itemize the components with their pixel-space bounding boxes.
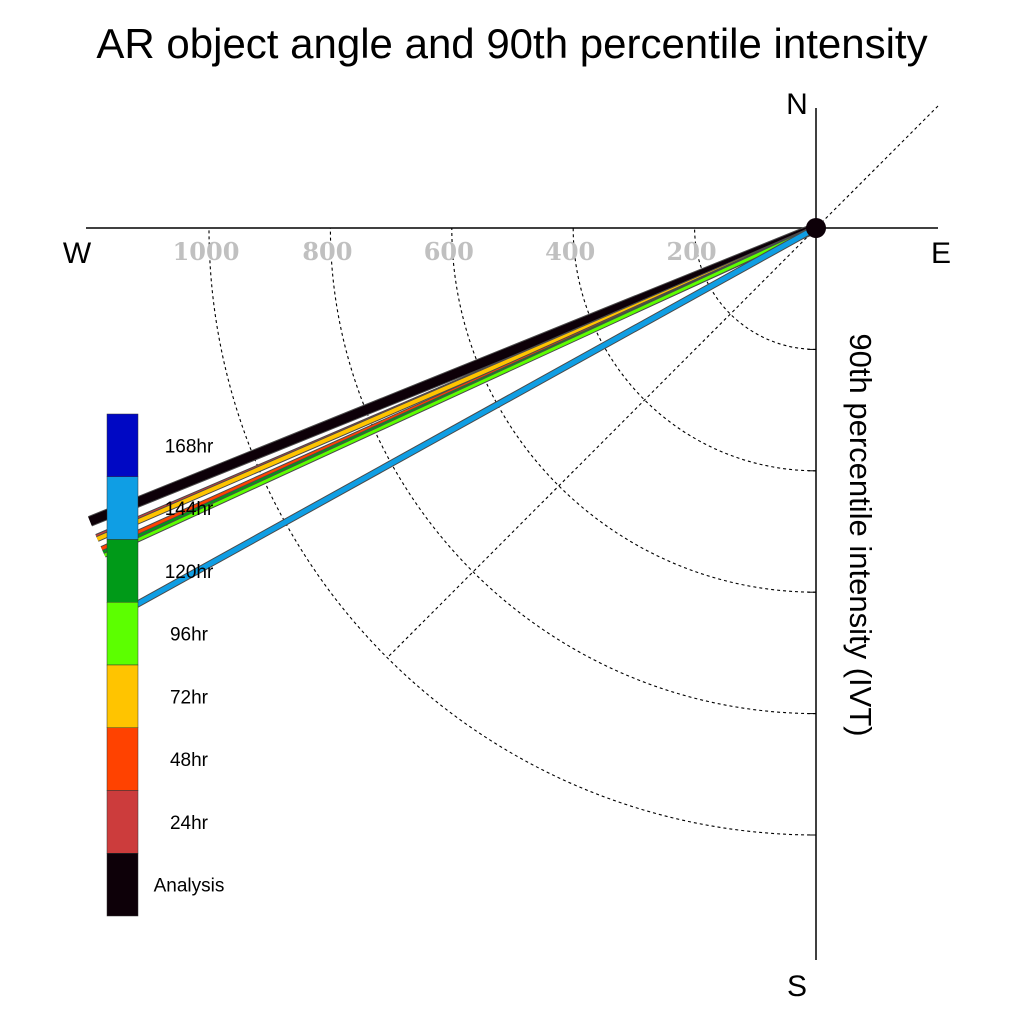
radial-tick-label: 600 [424, 237, 474, 266]
series-line-stroke [103, 226, 817, 557]
series-line-96hr [103, 225, 818, 558]
range-ring [451, 227, 817, 593]
compass-west-label: W [63, 237, 92, 270]
legend-swatch [106, 790, 139, 854]
polar-grid [208, 105, 939, 836]
legend-swatch [106, 727, 139, 791]
range-ring [208, 227, 817, 836]
chart-title: AR object angle and 90th percentile inte… [96, 20, 927, 67]
legend-label: 48hr [170, 750, 209, 771]
legend-label: 24hr [170, 813, 209, 834]
y-axis-label: 90th percentile intensity (IVT) [843, 333, 878, 736]
legend-swatch [106, 853, 139, 917]
origin-marker [806, 218, 826, 238]
legend-label: Analysis [154, 876, 225, 897]
series-lines [87, 222, 819, 611]
series-line-stroke [88, 223, 818, 526]
compass-east-label: E [931, 237, 951, 270]
legend-swatch [106, 413, 139, 477]
series-line-analysis [87, 222, 819, 527]
range-ring [572, 227, 817, 472]
legend: 168hr 144hr 120hr 96hr 72hr 48hr 24hr Analysis [106, 413, 225, 917]
radial-tick-label: 1000 [173, 237, 240, 266]
legend-swatch [106, 664, 139, 728]
series-line-144hr [129, 224, 818, 611]
legend-swatch [106, 476, 139, 540]
legend-label: 168hr [165, 436, 214, 457]
legend-label: 72hr [170, 687, 209, 708]
legend-label: 144hr [165, 499, 214, 520]
radial-tick-label: 200 [667, 237, 717, 266]
range-ring [694, 227, 817, 350]
legend-label: 96hr [170, 625, 209, 646]
legend-swatch [106, 602, 139, 666]
radial-tick-label: 800 [302, 237, 352, 266]
legend-swatch [106, 539, 139, 603]
radial-tick-labels: 1000 800 600 400 200 [173, 237, 717, 266]
compass-north-label: N [786, 88, 808, 121]
radial-tick-label: 400 [545, 237, 595, 266]
range-ring [329, 227, 817, 715]
legend-label: 120hr [165, 562, 214, 583]
series-line-stroke [129, 225, 818, 610]
compass-south-label: S [787, 970, 807, 1003]
